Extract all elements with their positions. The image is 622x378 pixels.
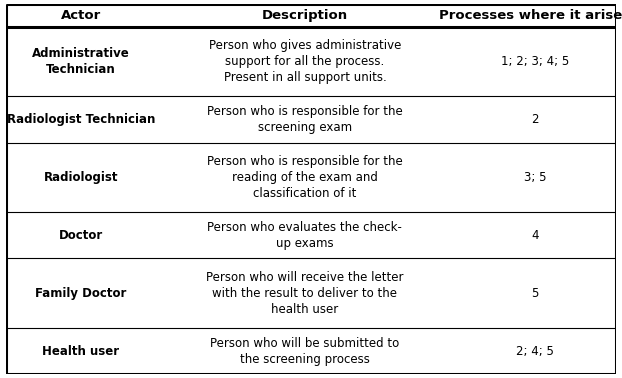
Text: 3; 5: 3; 5: [524, 171, 546, 184]
Text: 5: 5: [531, 287, 539, 300]
Text: Radiologist: Radiologist: [44, 171, 118, 184]
Text: Family Doctor: Family Doctor: [35, 287, 127, 300]
Text: Administrative
Technician: Administrative Technician: [32, 47, 130, 76]
Text: Person who is responsible for the
reading of the exam and
classification of it: Person who is responsible for the readin…: [207, 155, 403, 200]
Text: 4: 4: [531, 229, 539, 242]
Text: Person who evaluates the check-
up exams: Person who evaluates the check- up exams: [208, 221, 402, 250]
Text: Processes where it arises: Processes where it arises: [440, 9, 622, 22]
Text: 1; 2; 3; 4; 5: 1; 2; 3; 4; 5: [501, 55, 569, 68]
Text: Radiologist Technician: Radiologist Technician: [7, 113, 155, 126]
Text: Person who is responsible for the
screening exam: Person who is responsible for the screen…: [207, 105, 403, 134]
Text: Person who will receive the letter
with the result to deliver to the
health user: Person who will receive the letter with …: [206, 271, 404, 316]
Text: Person who gives administrative
support for all the process.
Present in all supp: Person who gives administrative support …: [209, 39, 401, 84]
Text: 2: 2: [531, 113, 539, 126]
Text: Description: Description: [262, 9, 348, 22]
Text: 2; 4; 5: 2; 4; 5: [516, 345, 554, 358]
Text: Health user: Health user: [42, 345, 119, 358]
Text: Person who will be submitted to
the screening process: Person who will be submitted to the scre…: [210, 336, 399, 366]
Text: Doctor: Doctor: [58, 229, 103, 242]
Text: Actor: Actor: [61, 9, 101, 22]
